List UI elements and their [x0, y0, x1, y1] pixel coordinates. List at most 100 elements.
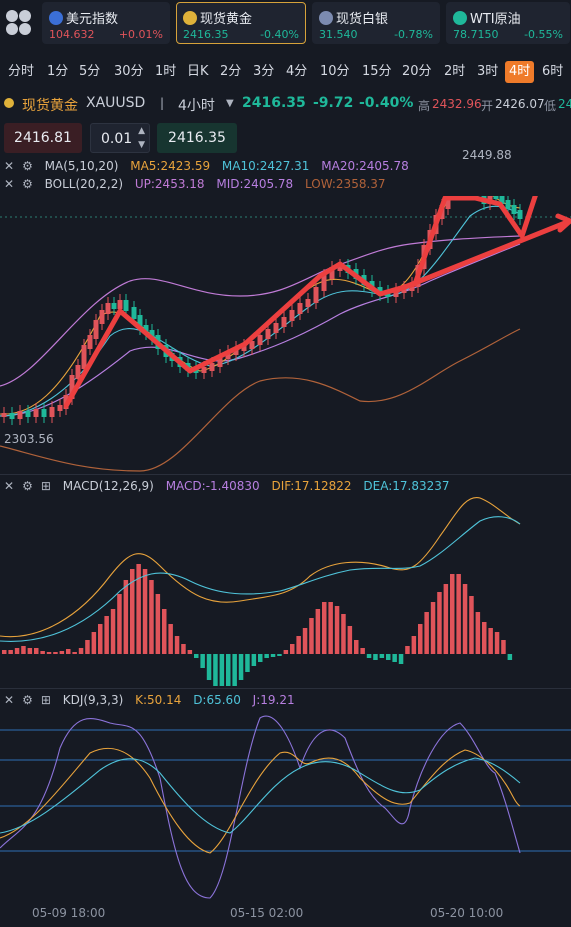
close-icon[interactable]: ✕ — [4, 159, 15, 173]
ticker-usd-index[interactable]: 美元指数 104.632 +0.01% — [42, 2, 170, 44]
period-tab[interactable]: 1时 — [155, 64, 177, 79]
price-chart[interactable] — [0, 196, 571, 476]
gear-icon[interactable]: ⚙ — [22, 159, 33, 173]
expand-icon[interactable]: ⊞ — [40, 693, 51, 707]
macd-bar — [264, 654, 269, 658]
macd-bar — [277, 654, 282, 656]
period-tab[interactable]: 5分 — [79, 64, 101, 79]
macd-bar — [2, 650, 7, 654]
period-tab[interactable]: 15分 — [362, 64, 392, 79]
close-icon[interactable]: ✕ — [4, 693, 15, 707]
period-tab[interactable]: 4分 — [286, 64, 308, 79]
period-tab[interactable]: 日K — [187, 64, 209, 79]
close-icon[interactable]: ✕ — [4, 177, 15, 191]
candle-body — [57, 405, 63, 411]
candle-body — [75, 365, 81, 379]
boll-upper-line — [0, 235, 521, 387]
period-tab[interactable]: 2时 — [444, 64, 466, 79]
gear-icon[interactable]: ⚙ — [22, 693, 33, 707]
kdj-chart[interactable] — [0, 708, 571, 908]
gear-icon[interactable]: ⚙ — [22, 479, 33, 493]
macd-bar — [386, 654, 391, 660]
macd-bar — [379, 654, 385, 658]
macd-bar — [488, 628, 493, 654]
trend-arrows — [63, 196, 571, 409]
kdj-legend: ✕ ⚙ ⊞ KDJ(9,3,3) K:50.14 D:65.60 J:19.21 — [4, 693, 295, 707]
macd-bar — [85, 640, 90, 654]
period-tab[interactable]: 3分 — [253, 64, 275, 79]
divider — [0, 474, 571, 475]
candle-body — [117, 300, 123, 309]
gear-icon[interactable]: ⚙ — [22, 177, 33, 191]
macd-bar — [181, 644, 186, 654]
macd-bar — [130, 569, 135, 654]
macd-bar — [501, 640, 506, 654]
sell-price-button[interactable]: 2416.81 — [4, 123, 82, 153]
period-tab[interactable]: 3时 — [477, 64, 499, 79]
period-tab[interactable]: 6时 — [542, 64, 564, 79]
candle-body — [241, 345, 247, 351]
close-icon[interactable]: ✕ — [4, 479, 15, 493]
period-tab[interactable]: 分时 — [8, 64, 35, 79]
macd-bar — [302, 628, 308, 654]
macd-bar — [475, 612, 481, 654]
macd-bar — [443, 584, 449, 654]
candle-body — [149, 330, 155, 339]
period-tab-selected[interactable]: 4时 — [505, 61, 535, 83]
apps-icon[interactable] — [4, 8, 34, 38]
macd-bar — [354, 640, 359, 654]
period-tab[interactable]: 20分 — [402, 64, 432, 79]
candle-body — [281, 317, 287, 327]
high-label: 高 — [418, 99, 431, 113]
macd-bar — [469, 596, 474, 654]
candle-body — [49, 407, 55, 417]
macd-bar — [194, 654, 199, 658]
j-line — [0, 715, 521, 899]
macd-bar — [136, 564, 141, 654]
period-selector: 分时 1分 5分 30分 1时 日K 2分 3分 4分 10分 15分 20分 … — [0, 58, 571, 86]
macd-bar — [21, 646, 26, 654]
candle-body — [297, 303, 303, 314]
macd-bar — [72, 652, 77, 654]
ticker-spot-gold[interactable]: 现货黄金 2416.35 -0.40% — [176, 2, 306, 44]
macd-bar — [366, 654, 372, 658]
divider — [0, 688, 571, 689]
candle-body — [499, 196, 505, 204]
candle-body — [69, 375, 75, 399]
macd-bar — [482, 622, 487, 654]
period-tab[interactable]: 30分 — [114, 64, 144, 79]
quantity-stepper[interactable]: 0.01 ▲ ▼ — [90, 123, 150, 153]
interval-dropdown[interactable]: 4小时 — [178, 98, 215, 114]
symbol-header: 现货黄金 XAUUSD | 4小时 ▼ 2416.35 -9.72 -0.40%… — [0, 92, 571, 116]
macd-bar — [162, 609, 167, 654]
symbol-code[interactable]: XAUUSD — [86, 95, 146, 111]
macd-legend: ✕ ⚙ ⊞ MACD(12,26,9) MACD:-1.40830 DIF:17.1… — [4, 479, 450, 493]
high-price-label: 2449.88 — [462, 148, 512, 162]
divider: | — [160, 96, 165, 110]
stepper-arrows-icon[interactable]: ▲ ▼ — [138, 126, 145, 150]
candle-body — [329, 267, 335, 279]
macd-bar — [110, 609, 116, 654]
period-tab[interactable]: 2分 — [220, 64, 242, 79]
period-tab[interactable]: 10分 — [320, 64, 350, 79]
macd-bar — [462, 584, 468, 654]
macd-bar — [168, 624, 173, 654]
candle-body — [493, 196, 499, 199]
low-value: 24 — [558, 97, 571, 111]
macd-bar — [494, 632, 500, 654]
macd-bar — [219, 654, 225, 686]
expand-icon[interactable]: ⊞ — [40, 479, 51, 493]
candle-body — [93, 320, 99, 339]
macd-bar — [14, 648, 20, 654]
macd-chart[interactable] — [0, 496, 571, 686]
candle-body — [143, 325, 149, 334]
buy-price-button[interactable]: 2416.35 — [157, 123, 237, 153]
ticker-spot-silver[interactable]: 现货白银 31.540 -0.78% — [312, 2, 440, 44]
candle-body — [131, 307, 137, 319]
candle-body — [25, 411, 31, 417]
symbol-name[interactable]: 现货黄金 — [22, 98, 78, 114]
ticker-wti-oil[interactable]: WTI原油 78.7150 -0.55% — [446, 2, 570, 44]
period-tab[interactable]: 1分 — [47, 64, 69, 79]
date-label: 05-09 18:00 — [32, 906, 106, 920]
macd-bar — [174, 636, 180, 654]
